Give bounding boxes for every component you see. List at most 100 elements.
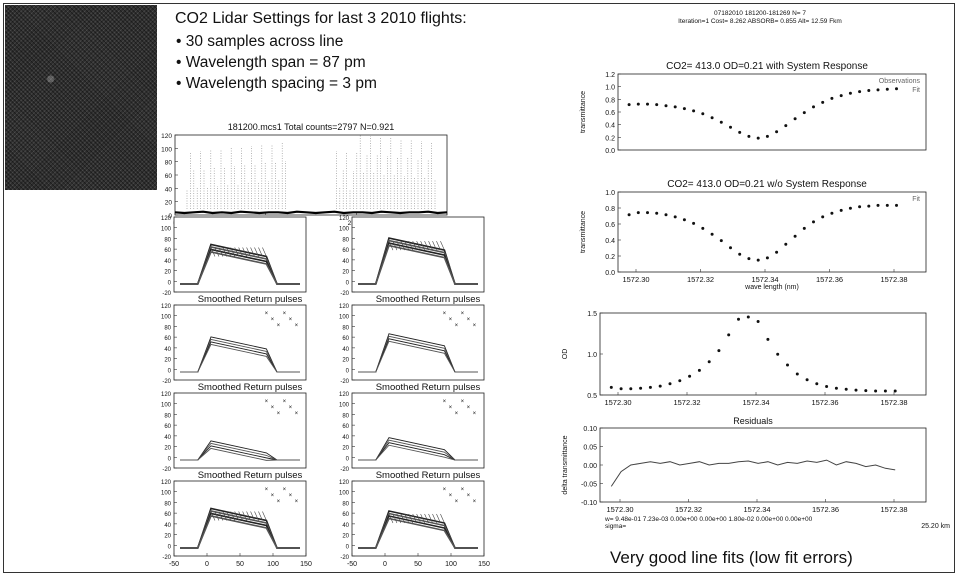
small-x-tick-label: 0 xyxy=(383,561,387,568)
small-panel-3-0-hatch xyxy=(210,511,216,521)
od-panel-point xyxy=(825,385,829,388)
small-panel-3-0-hatch xyxy=(246,511,251,521)
small-panel-2-0-marker: × xyxy=(277,411,281,417)
small-panel-3-0-pulse-trace xyxy=(180,515,300,549)
small-panel-0-0-hatch xyxy=(230,247,236,257)
od-panel-y-tick-label: 0.5 xyxy=(587,393,597,400)
fit-with-panel-y-tick-label: 1.2 xyxy=(605,72,615,79)
od-panel-point xyxy=(688,374,692,378)
pulse-y-tick-label: 100 xyxy=(161,146,172,153)
fit-with-panel-point xyxy=(793,117,797,121)
fit-with-panel-point xyxy=(812,105,815,109)
fit-without-panel-point xyxy=(719,239,723,243)
small-panel-0-0-hatch xyxy=(262,247,267,257)
od-panel-point xyxy=(854,388,858,392)
fit-without-panel-point xyxy=(682,218,686,222)
small-y-tick-label: 120 xyxy=(339,480,350,486)
od-panel-point xyxy=(844,387,848,391)
small-panel-3-0-hatch xyxy=(218,511,224,521)
od-panel-point xyxy=(668,382,672,386)
small-panel-0-1-hatch xyxy=(440,240,445,251)
fit-with-panel-point xyxy=(765,134,769,138)
fit-without-panel-point xyxy=(710,232,714,236)
fit-without-panel-legend-0: Fit xyxy=(912,196,920,203)
small-x-tick-label: 50 xyxy=(236,561,244,568)
small-panel-1-1-marker: × xyxy=(455,323,459,329)
small-panel-1-0-pulse-trace xyxy=(180,343,300,373)
od-panel-y-tick-label: 1.0 xyxy=(587,352,597,359)
small-y-tick-label: -20 xyxy=(340,467,349,473)
small-y-tick-label: 100 xyxy=(161,227,172,233)
small-panel-0-0-hatch xyxy=(246,247,251,257)
fit-without-panel-x-tick-label: 1572.30 xyxy=(622,275,649,284)
fit-with-panel-point xyxy=(701,112,705,116)
small-y-tick-label: 60 xyxy=(164,512,171,518)
fit-without-panel-xlabel: wave length (nm) xyxy=(744,284,799,291)
od-panel-point xyxy=(786,363,789,367)
fit-with-panel-frame xyxy=(617,73,927,151)
small-panel-3-1-hatch xyxy=(432,513,437,524)
caption: Very good line fits (low fit errors) xyxy=(610,548,853,567)
small-panel-3-0-hatch xyxy=(238,511,243,521)
fit-with-panel-point xyxy=(756,136,760,140)
pulse-y-tick-label: 80 xyxy=(165,160,173,167)
small-y-tick-label: 100 xyxy=(339,227,350,233)
small-panel-3-0-marker: × xyxy=(283,487,287,493)
small-y-tick-label: -20 xyxy=(162,379,171,385)
small-y-tick-label: 40 xyxy=(164,435,171,441)
small-y-tick-label: 120 xyxy=(161,216,172,222)
small-y-tick-label: 120 xyxy=(339,216,350,222)
fit-without-panel-point xyxy=(646,211,649,215)
small-y-tick-label: 0 xyxy=(168,456,172,462)
fit-without-panel-point xyxy=(729,246,732,250)
fit-without-panel-point xyxy=(756,258,760,262)
fit-without-panel-point xyxy=(627,213,631,217)
small-panel-3-1-marker: × xyxy=(461,487,465,493)
fit-without-panel-y-tick-label: 1.0 xyxy=(605,190,615,197)
fit-with-panel-point xyxy=(738,130,742,134)
small-panel-3-1-marker: × xyxy=(443,487,447,493)
fit-without-panel-point xyxy=(802,226,806,230)
fit-with-panel-point xyxy=(719,120,723,124)
small-panel-2-1-label: Smoothed Return pulses xyxy=(376,470,481,481)
od-panel-point xyxy=(619,387,623,391)
pulse-y-tick-label: 40 xyxy=(165,186,173,193)
residuals-y-tick-label: -0.05 xyxy=(581,482,597,489)
small-y-tick-label: 80 xyxy=(164,413,171,419)
small-y-tick-label: 60 xyxy=(164,248,171,254)
small-y-tick-label: 60 xyxy=(164,424,171,430)
od-panel-point xyxy=(883,389,887,393)
small-y-tick-label: -20 xyxy=(162,555,171,561)
residuals-x-tick-label: 1572.36 xyxy=(812,505,839,514)
small-panel-1-1-marker: × xyxy=(443,311,447,317)
od-panel-x-tick-label: 1572.34 xyxy=(742,398,769,407)
small-panel-2-0-marker: × xyxy=(265,399,269,405)
fit-without-panel-y-tick-label: 0.2 xyxy=(605,254,615,261)
small-x-tick-label: -50 xyxy=(347,561,357,568)
fit-with-panel-point xyxy=(867,89,871,92)
small-panel-1-0-marker: × xyxy=(289,317,293,323)
small-panel-0-1-hatch xyxy=(428,240,433,251)
residuals-x-tick-label: 1572.34 xyxy=(743,505,770,514)
small-y-tick-label: 40 xyxy=(342,523,349,529)
small-y-tick-label: 100 xyxy=(339,315,350,321)
residuals-y-tick-label: 0.05 xyxy=(583,445,597,452)
small-panel-3-1-hatch xyxy=(420,513,425,524)
od-panel-ylabel: OD xyxy=(562,349,569,360)
fit-without-panel-x-tick-label: 1572.38 xyxy=(880,275,907,284)
od-panel-x-tick-label: 1572.38 xyxy=(880,398,907,407)
od-panel-point xyxy=(746,315,750,319)
small-y-tick-label: 60 xyxy=(342,424,349,430)
small-panel-3-1-marker: × xyxy=(455,499,459,505)
small-panel-0-1-hatch xyxy=(388,240,394,251)
small-panel-1-1-marker: × xyxy=(461,311,465,317)
small-y-tick-label: 100 xyxy=(339,491,350,497)
small-panel-3-1-frame xyxy=(351,480,485,557)
fit-with-panel-point xyxy=(655,103,659,107)
small-panel-3-0-marker: × xyxy=(265,487,269,493)
small-x-tick-label: 150 xyxy=(300,561,312,568)
fit-without-panel-point xyxy=(692,221,696,225)
small-panel-0-0-hatch xyxy=(254,247,259,257)
small-x-tick-label: 100 xyxy=(445,561,457,568)
residuals-x-tick-label: 1572.30 xyxy=(606,505,633,514)
